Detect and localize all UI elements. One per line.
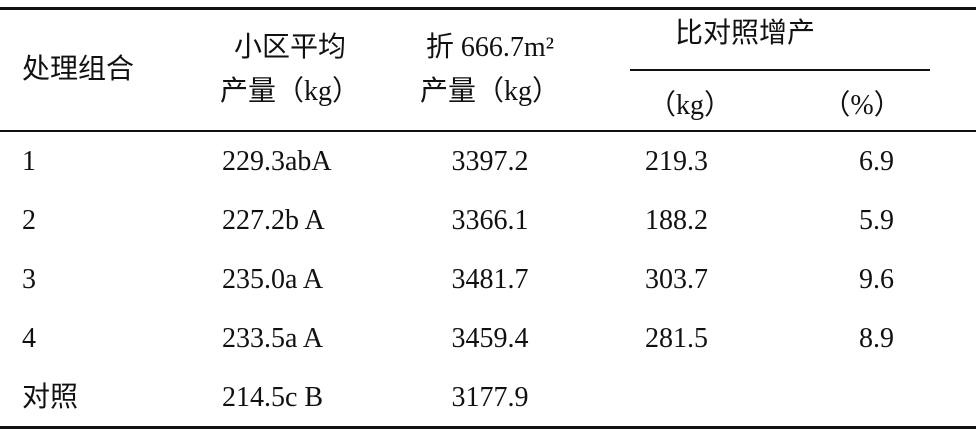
cell: 9.6 [859, 264, 894, 295]
sub-header: （%） [822, 90, 902, 121]
bottom-rule [0, 426, 976, 429]
cell: 1 [22, 146, 36, 177]
cell: 6.9 [859, 146, 894, 177]
column-header: 产量（kg） [419, 76, 561, 107]
cell: 4 [22, 323, 36, 354]
cell: 227.2b A [222, 205, 325, 236]
column-header: 处理组合 [22, 54, 135, 85]
cell: 2 [22, 205, 36, 236]
cell: 303.7 [645, 264, 708, 295]
cell: 281.5 [645, 323, 708, 354]
cell: 3459.4 [451, 323, 529, 354]
column-header: 产量（kg） [219, 76, 361, 107]
cell: 3177.9 [451, 382, 529, 413]
cell: 235.0a A [222, 264, 324, 295]
cell: 8.9 [859, 323, 894, 354]
sub-header: （kg） [647, 90, 733, 121]
cell: 214.5c B [222, 382, 324, 413]
cell: 3397.2 [451, 146, 529, 177]
group-rule [630, 69, 930, 71]
header-rule [0, 130, 976, 132]
column-header: 折 666.7m² [425, 32, 555, 63]
group-header: 比对照增产 [674, 18, 816, 49]
cell: 3481.7 [451, 264, 529, 295]
cell: 188.2 [645, 205, 708, 236]
top-rule [0, 7, 976, 10]
cell: 5.9 [859, 205, 894, 236]
cell: 233.5a A [222, 323, 324, 354]
column-header: 小区平均 [233, 32, 347, 63]
cell: 对照 [22, 382, 79, 413]
cell: 229.3abA [222, 146, 332, 177]
cell: 3366.1 [451, 205, 529, 236]
cell: 3 [22, 264, 36, 295]
cell: 219.3 [645, 146, 708, 177]
